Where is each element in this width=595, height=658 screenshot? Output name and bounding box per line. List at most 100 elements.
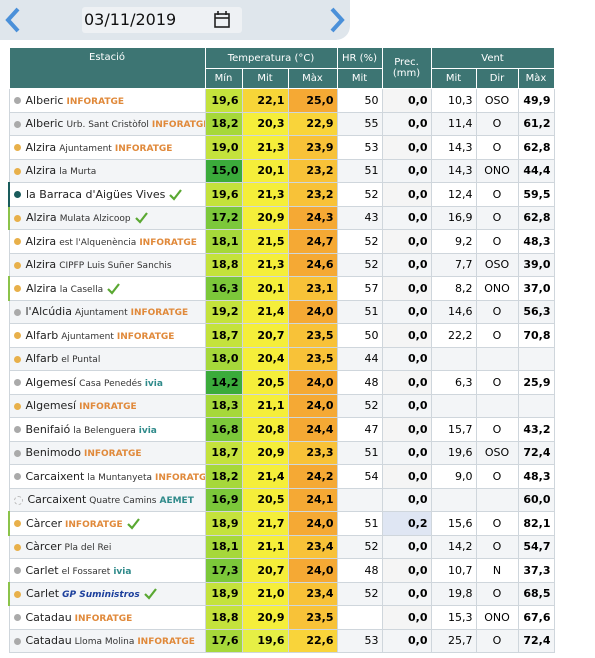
precip-cell: 0,0 <box>381 299 432 324</box>
station-cell: Càrcer Pla del Rei <box>8 534 206 559</box>
wind-dir-cell: ONO <box>475 605 519 630</box>
wind-max-cell: 37,0 <box>517 276 555 301</box>
precip-cell: 0,0 <box>381 487 432 512</box>
wind-dir-cell: N <box>475 558 519 583</box>
wind-max-cell: 61,2 <box>517 111 555 136</box>
temp-cell: 24,2 <box>287 464 338 489</box>
status-dot <box>13 449 21 457</box>
humidity-cell: 52 <box>336 581 383 606</box>
place: el Puntal <box>61 355 101 366</box>
prev-day[interactable] <box>4 6 22 34</box>
town: Alzira <box>25 140 57 154</box>
precip-cell: 0,0 <box>381 111 432 136</box>
humidity-cell: 43 <box>336 205 383 230</box>
status-dot <box>14 590 21 598</box>
wind-dir-cell <box>475 346 519 371</box>
wind-max-cell: 82,1 <box>517 511 555 536</box>
place: Ajuntament <box>74 308 128 319</box>
humidity-cell: 51 <box>336 158 383 183</box>
status-dot <box>13 614 21 622</box>
wind-mean-cell: 9,2 <box>430 229 477 254</box>
town: Algemesí <box>25 399 77 413</box>
station-cell: Carlet GP Suministros <box>8 581 206 606</box>
station-row: Càrcer Pla del Rei 18,1 21,1 23,4 52 0,0 14,2 O 5… <box>8 534 555 559</box>
precip-cell: 0,0 <box>381 229 432 254</box>
temp-cell: 20,9 <box>241 205 289 230</box>
wind-dir-cell: OSO <box>475 252 519 277</box>
source-logo: AEMET <box>159 496 194 507</box>
header: Prec. (mm) <box>381 47 432 89</box>
temp-cell: 24,4 <box>287 417 338 442</box>
wind-mean-cell: 11,4 <box>430 111 477 136</box>
place: la Casella <box>59 284 104 295</box>
humidity-cell: 50 <box>336 88 383 113</box>
status-dot <box>13 167 21 175</box>
station-row: Alberic Urb. Sant Cristòfol INFORATGE 18,2 2… <box>8 111 555 136</box>
temp-cell: 21,5 <box>241 229 289 254</box>
wind-mean-cell: 12,4 <box>430 182 477 207</box>
temp-cell: 18,7 <box>204 440 243 465</box>
wind-mean-cell: 22,2 <box>430 323 477 348</box>
place: Ajuntament <box>59 143 112 154</box>
verified-check <box>169 189 183 201</box>
subheader: Dir <box>475 68 519 89</box>
station-cell: Càrcer INFORATGE <box>8 511 206 536</box>
wind-dir-cell: O <box>475 299 519 324</box>
wind-dir-cell: O <box>475 464 519 489</box>
status-dot <box>13 238 21 246</box>
station-cell: Alzira la Murta <box>8 158 206 183</box>
place: Quatre Camins <box>89 496 157 507</box>
place: Urb. Sant Cristòfol <box>66 120 149 131</box>
wind-max-cell: 56,3 <box>517 299 555 324</box>
wind-dir-cell <box>475 393 519 418</box>
wind-max-cell: 43,2 <box>517 417 555 442</box>
temp-cell: 18,1 <box>204 534 243 559</box>
station-cell: Alzira Ajuntament INFORATGE <box>8 135 206 160</box>
calendar-icon[interactable] <box>214 11 230 28</box>
station-cell: Algemesí INFORATGE <box>8 393 206 418</box>
temp-cell: 21,0 <box>241 581 289 606</box>
station-row: Carlet el Fossaret ivia 17,3 20,7 24,0 48 0,0 10… <box>8 558 555 583</box>
source-logo: INFORATGE <box>137 637 195 648</box>
wind-mean-cell: 7,7 <box>430 252 477 277</box>
next-day[interactable] <box>328 6 346 34</box>
wind-max-cell: 48,3 <box>517 464 555 489</box>
town: Alberic <box>25 117 64 131</box>
temp-cell: 18,7 <box>204 323 243 348</box>
status-dot <box>13 144 21 152</box>
station-row: Alfarb Ajuntament INFORATGE 18,7 20,7 23,5 50 0… <box>8 323 555 348</box>
wind-max-cell: 60,0 <box>517 487 555 512</box>
wind-max-cell <box>517 393 555 418</box>
status-dot <box>14 285 21 293</box>
subheader: Mín <box>204 68 243 89</box>
humidity-cell: 54 <box>336 464 383 489</box>
temp-cell: 24,7 <box>287 229 338 254</box>
temp-cell: 21,3 <box>241 252 289 277</box>
station-cell: Carcaixent Quatre Camins AEMET <box>8 487 206 512</box>
temp-cell: 20,7 <box>241 558 289 583</box>
place: el Fossaret <box>61 566 111 577</box>
station-row: l'Alcúdia Ajuntament INFORATGE 19,2 21,4 24,0… <box>8 299 555 324</box>
station-cell: Alfarb Ajuntament INFORATGE <box>8 323 206 348</box>
humidity-cell: 51 <box>336 299 383 324</box>
place: Ajuntament <box>61 331 114 342</box>
temp-cell: 24,0 <box>287 393 338 418</box>
status-dot <box>13 402 21 410</box>
temp-cell: 18,8 <box>204 252 243 277</box>
wind-dir-cell: O <box>475 628 519 653</box>
town: la Barraca d'Aigües Vives <box>26 187 166 201</box>
temp-cell: 18,3 <box>204 393 243 418</box>
source-logo: ivia <box>113 566 132 577</box>
station-row: Algemesí INFORATGE 18,3 21,1 24,0 52 0,0 <box>8 393 555 418</box>
precip-cell: 0,0 <box>381 276 432 301</box>
temp-cell: 24,0 <box>287 299 338 324</box>
humidity-cell <box>336 487 383 512</box>
wind-mean-cell: 14,6 <box>430 299 477 324</box>
source-logo: INFORATGE <box>139 237 197 248</box>
station-row: Catadau INFORATGE 18,8 20,9 23,5 0,0 15,3 ONO 67… <box>8 605 555 630</box>
station-cell: Alzira CIPFP Luis Suñer Sanchis <box>8 252 206 277</box>
wind-max-cell: 68,5 <box>517 581 555 606</box>
